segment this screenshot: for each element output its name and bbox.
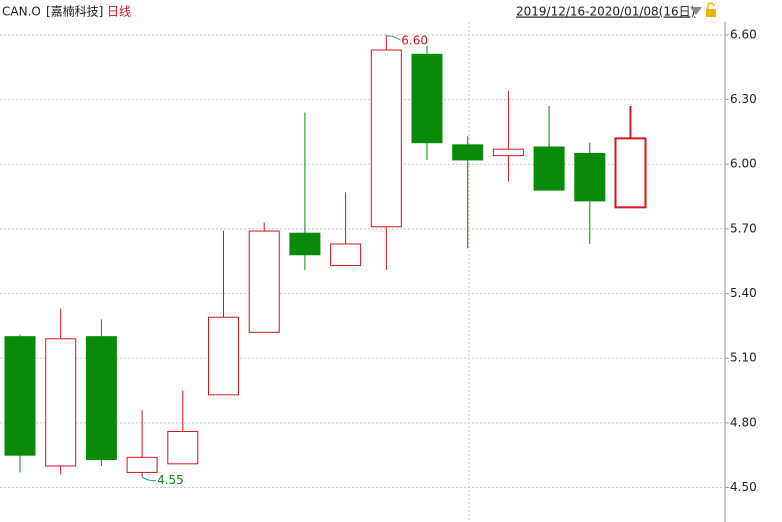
- candle-body: [574, 152, 606, 202]
- annotation-arrow: [386, 35, 401, 41]
- high-label: 6.60: [401, 33, 428, 47]
- y-tick-label: 5.40: [730, 286, 757, 300]
- candle-body: [208, 316, 239, 396]
- y-tick-label: 6.30: [730, 92, 757, 106]
- y-tick-label: 5.10: [730, 351, 757, 365]
- candle-body: [614, 137, 647, 209]
- candle-body: [45, 338, 77, 467]
- dropdown-icon[interactable]: [690, 7, 702, 15]
- candle-body: [126, 456, 158, 473]
- y-tick-label: 5.70: [730, 221, 757, 235]
- y-tick-label: 4.50: [730, 480, 757, 494]
- candle-body: [452, 144, 484, 161]
- candle-body: [85, 336, 117, 461]
- candle-body: [533, 146, 565, 191]
- lock-icon[interactable]: [706, 9, 716, 17]
- y-tick-label: 4.80: [730, 415, 757, 429]
- symbol: CAN.O: [2, 5, 41, 19]
- candle-body: [289, 232, 321, 256]
- candle-body: [4, 336, 36, 456]
- candle-body: [330, 243, 362, 267]
- period[interactable]: 日线: [107, 5, 131, 19]
- candle-body: [370, 49, 402, 228]
- low-label: 4.55: [157, 473, 184, 487]
- y-tick-label: 6.00: [730, 157, 757, 171]
- candle-body: [492, 148, 524, 157]
- annotation-arrow: [141, 476, 157, 482]
- candle-body: [411, 53, 443, 144]
- candle-body: [248, 230, 280, 333]
- date-range[interactable]: 2019/12/16-2020/01/08(16日): [516, 5, 695, 19]
- candle-body: [167, 430, 199, 465]
- stock-name: [嘉楠科技]: [46, 4, 103, 19]
- lock-shackle: [707, 2, 715, 9]
- y-tick-label: 6.60: [730, 27, 757, 41]
